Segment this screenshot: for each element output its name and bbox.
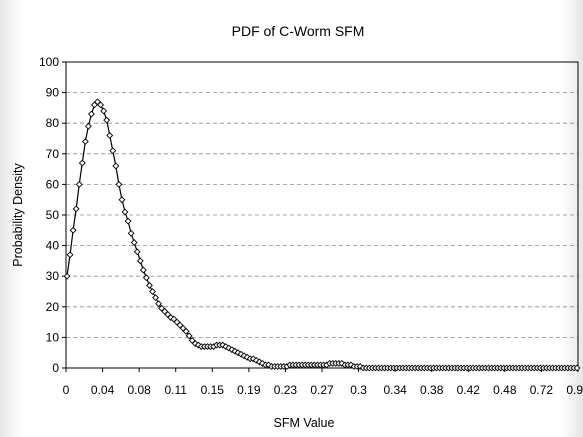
x-tick-label: 0.04 xyxy=(91,383,115,397)
data-point xyxy=(109,147,117,155)
x-tick-label: 0.27 xyxy=(310,383,334,397)
y-tick-label: 80 xyxy=(46,116,60,130)
data-point xyxy=(130,239,138,246)
data-point xyxy=(133,248,141,256)
data-point xyxy=(252,356,260,364)
y-tick-label: 60 xyxy=(46,177,60,191)
data-point xyxy=(72,205,80,213)
data-point xyxy=(103,116,111,124)
data-point xyxy=(139,266,147,274)
data-point xyxy=(66,251,74,259)
y-tick-label: 0 xyxy=(52,361,59,375)
x-tick-label: 0.38 xyxy=(420,383,444,397)
data-point xyxy=(69,226,77,234)
data-point xyxy=(75,180,83,188)
data-point xyxy=(234,349,242,357)
data-point xyxy=(127,229,135,237)
x-tick-label: 0.15 xyxy=(201,383,225,397)
data-point xyxy=(112,162,120,170)
data-point xyxy=(573,364,581,372)
x-tick-label: 0.42 xyxy=(457,383,481,397)
x-tick-label: 0.23 xyxy=(274,383,298,397)
data-point xyxy=(219,341,227,349)
grid-lines xyxy=(66,92,578,338)
data-point xyxy=(356,363,364,370)
data-point xyxy=(240,352,248,360)
data-point xyxy=(255,358,263,366)
data-point xyxy=(222,343,230,351)
y-tick-label: 90 xyxy=(46,86,60,100)
series-line xyxy=(66,100,577,369)
data-point xyxy=(97,101,105,109)
y-axis: 0 10 20 30 40 50 60 70 80 90 100 xyxy=(39,55,66,375)
data-point xyxy=(225,344,233,352)
y-tick-label: 100 xyxy=(39,55,59,69)
data-point xyxy=(87,110,95,118)
x-tick-label: 0.3 xyxy=(350,383,367,397)
chart-title: PDF of C-Worm SFM xyxy=(232,23,365,39)
data-point xyxy=(63,272,71,280)
data-point xyxy=(106,132,114,139)
data-point xyxy=(155,300,163,308)
y-tick-label: 70 xyxy=(46,147,60,161)
x-axis: 0 0.04 0.08 0.11 0.15 0.19 0.23 0.27 0.3 0.34 0.38… xyxy=(63,368,583,397)
series-pdf xyxy=(63,98,581,372)
x-tick-label: 0.34 xyxy=(383,383,407,397)
x-tick-label: 0.96 xyxy=(566,383,583,397)
data-point xyxy=(185,332,193,340)
data-point xyxy=(243,353,251,361)
y-tick-label: 10 xyxy=(46,330,60,344)
x-tick-label: 0.72 xyxy=(530,383,554,397)
data-point xyxy=(84,122,92,130)
x-tick-label: 0 xyxy=(63,383,70,397)
data-point xyxy=(191,340,199,347)
data-point xyxy=(78,159,86,167)
x-tick-label: 0.19 xyxy=(237,383,261,397)
y-axis-label: Probability Density xyxy=(11,162,25,266)
data-point xyxy=(121,208,129,216)
data-point xyxy=(142,274,150,282)
data-point xyxy=(194,341,202,349)
data-point xyxy=(81,138,89,145)
y-tick-label: 50 xyxy=(46,208,60,222)
data-point xyxy=(118,196,126,204)
data-point xyxy=(136,257,144,265)
data-point xyxy=(259,359,266,367)
data-point xyxy=(237,350,245,358)
data-point xyxy=(152,294,159,302)
data-point xyxy=(347,361,355,369)
x-axis-label: SFM Value xyxy=(274,416,335,430)
data-point xyxy=(249,355,257,363)
data-point xyxy=(231,347,239,355)
data-point xyxy=(124,217,132,225)
x-tick-label: 0.48 xyxy=(493,383,517,397)
x-tick-label: 0.08 xyxy=(127,383,151,397)
y-tick-label: 20 xyxy=(46,300,60,314)
y-tick-label: 30 xyxy=(46,269,60,283)
data-point xyxy=(182,327,190,335)
x-tick-label: 0.11 xyxy=(164,383,187,397)
data-point xyxy=(149,288,156,295)
data-point xyxy=(115,180,123,188)
data-point xyxy=(146,281,153,289)
data-point xyxy=(100,107,108,115)
y-tick-label: 40 xyxy=(46,239,60,253)
